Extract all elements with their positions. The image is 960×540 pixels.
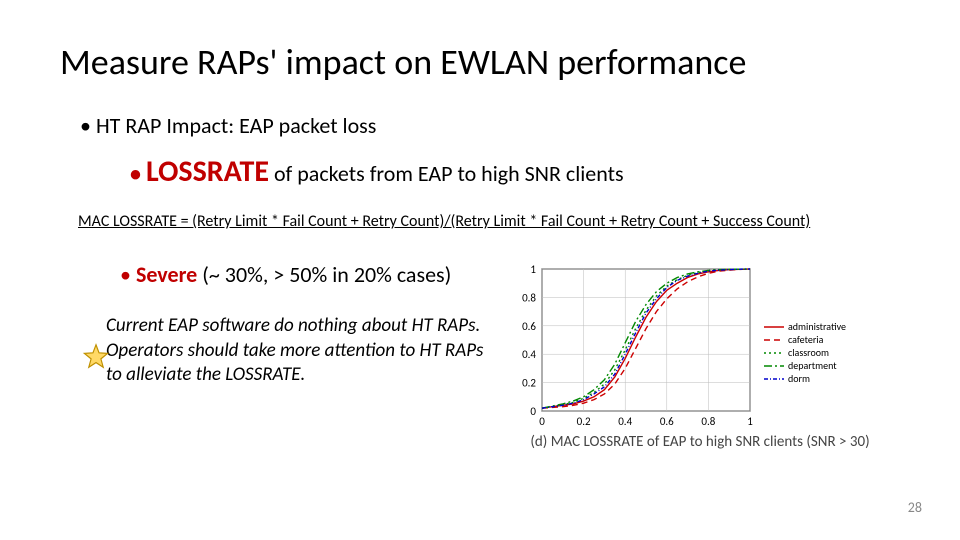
svg-text:classroom: classroom bbox=[788, 346, 829, 359]
svg-text:0: 0 bbox=[539, 415, 545, 428]
svg-text:0.4: 0.4 bbox=[522, 348, 536, 361]
lossrate-formula: MAC LOSSRATE = (Retry Limit * Fail Count… bbox=[78, 212, 896, 231]
slide-title: Measure RAPs' impact on EWLAN performanc… bbox=[60, 40, 900, 84]
svg-text:cafeteria: cafeteria bbox=[788, 333, 824, 346]
star-icon bbox=[82, 343, 110, 371]
lossrate-cdf-chart: 0 0.2 0.4 0.6 0.8 1 0 0.2 0.4 0.6 0.8 1 administrati… bbox=[500, 261, 860, 431]
svg-text:0.4: 0.4 bbox=[618, 415, 632, 428]
left-text-block: Severe (~ 30%, > 50% in 20% cases) Curre… bbox=[60, 261, 490, 388]
chart-caption: (d) MAC LOSSRATE of EAP to high SNR clie… bbox=[500, 433, 900, 451]
svg-text:0.6: 0.6 bbox=[522, 320, 536, 333]
svg-text:0.6: 0.6 bbox=[660, 415, 674, 428]
svg-text:1: 1 bbox=[747, 415, 753, 428]
svg-text:department: department bbox=[788, 359, 837, 372]
svg-text:0.8: 0.8 bbox=[701, 415, 715, 428]
operator-note: Current EAP software do nothing about HT… bbox=[106, 314, 490, 388]
svg-text:dorm: dorm bbox=[788, 372, 810, 385]
severe-rest: (~ 30%, > 50% in 20% cases) bbox=[197, 261, 451, 288]
svg-text:administrative: administrative bbox=[788, 320, 846, 333]
svg-text:0.2: 0.2 bbox=[522, 377, 536, 390]
chart-container: 0 0.2 0.4 0.6 0.8 1 0 0.2 0.4 0.6 0.8 1 administrati… bbox=[500, 261, 900, 451]
severe-bullet: Severe (~ 30%, > 50% in 20% cases) bbox=[120, 261, 490, 288]
svg-text:0: 0 bbox=[530, 405, 536, 418]
star-shape bbox=[84, 345, 107, 368]
svg-text:0.2: 0.2 bbox=[577, 415, 591, 428]
bullet-ht-rap-impact: HT RAP Impact: EAP packet loss bbox=[80, 112, 900, 139]
svg-text:0.8: 0.8 bbox=[522, 291, 536, 304]
lossrate-rest: of packets from EAP to high SNR clients bbox=[269, 160, 624, 187]
lower-row: Severe (~ 30%, > 50% in 20% cases) Curre… bbox=[60, 261, 900, 451]
svg-text:1: 1 bbox=[530, 263, 536, 276]
severe-word: Severe bbox=[136, 261, 197, 288]
lossrate-emphasis: LOSSRATE bbox=[146, 153, 269, 190]
page-number: 28 bbox=[908, 499, 922, 516]
slide: Measure RAPs' impact on EWLAN performanc… bbox=[0, 0, 960, 540]
bullet-lossrate: LOSSRATE of packets from EAP to high SNR… bbox=[130, 153, 900, 190]
